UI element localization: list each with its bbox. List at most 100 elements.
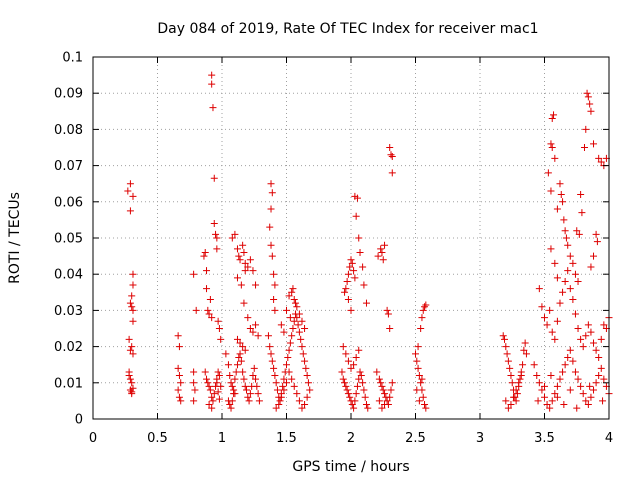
data-point [246,256,254,264]
data-point [415,372,423,380]
data-point [381,401,389,409]
data-point [582,397,590,405]
data-point [547,187,555,195]
data-point [592,346,600,354]
data-point [419,306,427,314]
data-point [240,375,248,383]
data-point [213,234,221,242]
data-point [541,314,548,322]
data-point [412,350,419,358]
data-point [538,303,546,311]
data-point [210,390,218,398]
data-point [548,328,556,336]
data-point [566,346,574,354]
data-point [241,259,249,267]
data-point [559,288,567,296]
data-point [217,335,225,343]
data-point [224,361,232,369]
data-point [546,404,554,412]
data-point [378,248,386,256]
data-point [515,379,523,387]
data-point [561,227,569,235]
data-point [249,372,257,380]
data-point [129,281,137,289]
data-point [352,390,360,398]
data-point [388,169,396,177]
data-point [348,401,356,409]
y-tick-label: 0.04 [54,268,83,283]
data-point [249,328,257,336]
data-point [388,379,396,387]
data-point [533,372,541,380]
data-point [301,325,309,332]
data-point [268,252,276,260]
data-point [519,361,527,369]
data-point [387,386,395,394]
data-point [587,263,595,271]
data-point [177,379,185,387]
data-point [550,111,558,119]
data-point [246,325,254,332]
data-point [548,144,556,151]
data-point [577,191,585,199]
data-point [543,401,551,409]
data-point [508,379,516,387]
data-point [344,390,352,398]
data-point [553,205,561,213]
data-point [593,238,601,246]
data-point [521,339,529,347]
data-point [381,390,389,398]
data-point [582,125,590,133]
data-point [126,207,134,215]
data-point [384,310,392,318]
data-point [292,299,300,307]
data-point [252,375,260,383]
data-point [351,397,359,405]
data-point [271,281,279,289]
data-point [271,306,279,314]
data-point [560,216,568,224]
data-point [266,343,274,351]
data-point [266,223,274,231]
y-tick-label: 0.08 [54,123,83,138]
data-point [206,296,214,304]
data-point [339,343,347,351]
data-point [569,259,577,267]
data-point [353,382,361,390]
data-point [564,267,572,275]
data-point [275,401,283,409]
data-point [190,368,198,376]
data-point [355,234,363,242]
data-point [582,332,590,340]
data-point [246,390,254,398]
data-point [419,393,427,401]
data-point [362,401,370,409]
data-point [548,397,556,405]
data-point [241,267,249,275]
data-point [600,321,608,329]
data-point [284,353,292,361]
data-point [557,191,565,199]
x-tick-labels: 0 0.5 1 1.5 2 2.5 3 3.5 4 [89,431,613,446]
data-point [226,401,234,409]
x-axis-label: GPS time / hours [292,459,409,475]
y-tick-labels: 0 0.01 0.02 0.03 0.04 0.05 0.06 0.07 0.08 0.09 0.1 [54,51,83,428]
data-point [174,386,182,394]
data-point [232,368,240,376]
data-point [128,303,136,311]
data-point [254,390,262,398]
data-point [377,379,385,387]
data-point [293,303,301,311]
data-point [534,397,542,405]
data-point [574,375,582,383]
data-point [504,357,512,365]
data-point [301,401,309,409]
data-point [546,306,554,314]
data-point [590,252,598,260]
data-point [203,267,211,275]
data-point [233,274,241,282]
data-point [129,270,137,278]
data-point [569,357,577,365]
data-point [579,343,587,351]
